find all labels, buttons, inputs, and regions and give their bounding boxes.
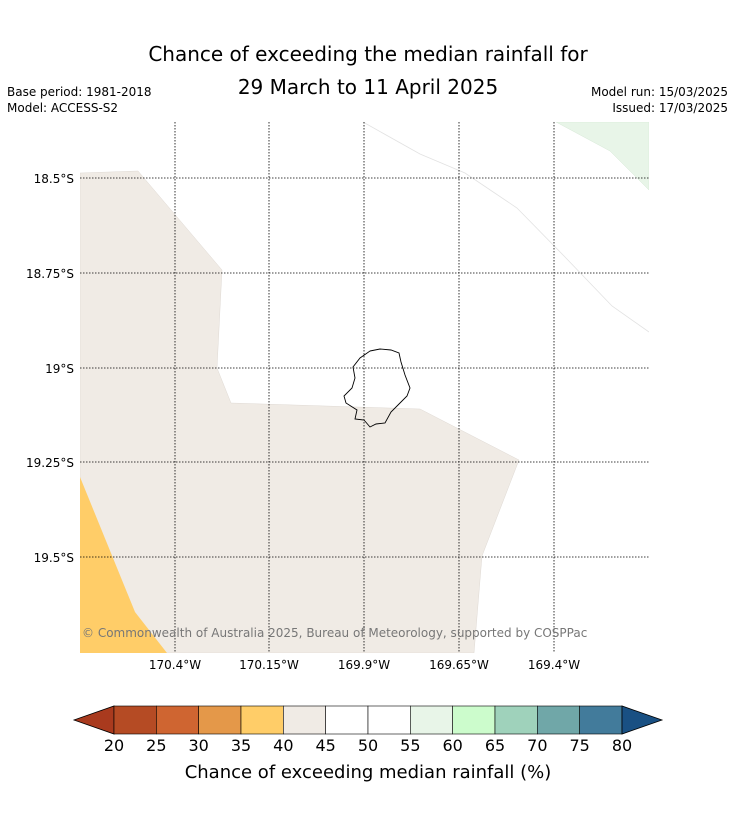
colorbar-segment (537, 705, 580, 735)
lon-labels: 170.4°W 170.15°W 169.9°W 169.65°W 169.4°… (149, 658, 580, 672)
region-40-45 (80, 170, 520, 653)
lat-labels: 18.5°S 18.75°S 19°S 19.25°S 19.5°S (26, 172, 74, 565)
lat-label-5: 19.5°S (34, 551, 74, 565)
colorbar-segment (494, 705, 538, 735)
colorbar: 20 25 30 35 40 45 50 55 60 65 70 75 80 Chance of exc… (72, 705, 664, 783)
lon-label-3: 169.9°W (338, 658, 390, 672)
colorbar-segment (283, 705, 326, 735)
colorbar-segment (410, 705, 453, 735)
colorbar-tick-label: 45 (315, 736, 335, 755)
map-area: © Commonwealth of Australia 2025, Bureau… (80, 122, 649, 653)
region-35-40 (80, 477, 167, 653)
colorbar-segment (452, 705, 496, 735)
colorbar-segment (325, 705, 369, 735)
lat-label-2: 18.75°S (26, 267, 74, 281)
region-boundary (362, 122, 649, 333)
lon-label-2: 170.15°W (239, 658, 299, 672)
copyright-notice: © Commonwealth of Australia 2025, Bureau… (82, 626, 587, 640)
lat-label-4: 19.25°S (26, 456, 74, 470)
region-55-60 (555, 122, 649, 191)
colorbar-tick-label: 55 (400, 736, 420, 755)
lat-label-3: 19°S (45, 362, 74, 376)
colorbar-tick-label: 70 (527, 736, 547, 755)
model-run: Model run: 15/03/2025 (590, 85, 728, 99)
colorbar-tick-label: 75 (569, 736, 589, 755)
colorbar-tick-label: 25 (146, 736, 166, 755)
colorbar-segment (367, 705, 411, 735)
title-line-1: Chance of exceeding the median rainfall … (148, 42, 588, 66)
colorbar-tick-label: 60 (442, 736, 462, 755)
lon-label-5: 169.4°W (528, 658, 580, 672)
gridlines (80, 122, 649, 653)
colorbar-segment (240, 705, 284, 735)
colorbar-extend-low (72, 705, 115, 735)
lat-label-1: 18.5°S (34, 172, 74, 186)
base-period: Base period: 1981-2018 (7, 85, 152, 99)
colorbar-tick-label: 50 (358, 736, 378, 755)
colorbar-tick-label: 65 (485, 736, 505, 755)
colorbar-tick-label: 30 (188, 736, 208, 755)
colorbar-segment (579, 705, 623, 735)
colorbar-segment (156, 705, 199, 735)
colorbar-segment (198, 705, 242, 735)
colorbar-ticks: 20 25 30 35 40 45 50 55 60 65 70 75 80 (104, 736, 632, 755)
colorbar-tick-label: 40 (273, 736, 293, 755)
colorbar-label: Chance of exceeding median rainfall (%) (185, 762, 552, 783)
colorbar-segment (113, 705, 157, 735)
island-coastline (343, 348, 411, 428)
lon-label-4: 169.65°W (429, 658, 489, 672)
colorbar-segments (72, 705, 664, 735)
meta-right: Model run: 15/03/2025 Issued: 17/03/2025 (591, 84, 728, 116)
colorbar-tick-label: 35 (231, 736, 251, 755)
colorbar-tick-label: 80 (612, 736, 632, 755)
title-line-2: 29 March to 11 April 2025 (237, 75, 499, 99)
lon-label-1: 170.4°W (149, 658, 201, 672)
colorbar-tick-label: 20 (104, 736, 124, 755)
colorbar-extend-high (621, 705, 664, 735)
meta-left: Base period: 1981-2018 Model: ACCESS-S2 (7, 84, 152, 116)
model-name: Model: ACCESS-S2 (7, 101, 119, 115)
issued-date: Issued: 17/03/2025 (612, 101, 728, 115)
map-title: Chance of exceeding the median rainfall … (0, 38, 736, 104)
